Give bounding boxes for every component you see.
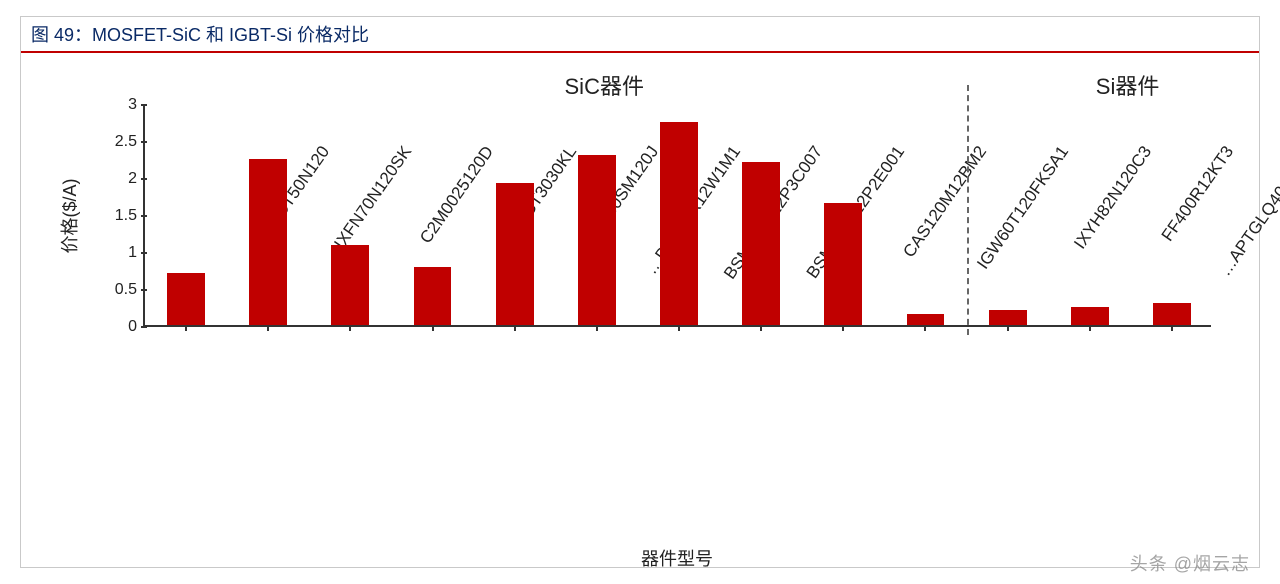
plot-wrap: 价格($/A) 00.511.522.53SCT50N120IXFN70N120… bbox=[51, 77, 1231, 557]
bar bbox=[660, 122, 698, 326]
plot-area: 00.511.522.53SCT50N120IXFN70N120SKC2M002… bbox=[143, 105, 1211, 327]
bar bbox=[578, 155, 616, 325]
y-tick: 2 bbox=[128, 170, 145, 188]
section-label: Si器件 bbox=[1096, 69, 1160, 101]
y-tick: 3 bbox=[128, 96, 145, 114]
figure-title: 图 49：MOSFET-SiC 和 IGBT-Si 价格对比 bbox=[31, 21, 369, 47]
x-axis-label: 器件型号 bbox=[143, 545, 1211, 571]
y-axis-label: 价格($/A) bbox=[56, 178, 82, 253]
y-tick: 0 bbox=[128, 318, 145, 336]
y-tick: 1.5 bbox=[115, 207, 145, 225]
bar bbox=[249, 159, 287, 326]
bar bbox=[742, 162, 780, 325]
y-tick: 0.5 bbox=[115, 281, 145, 299]
section-divider bbox=[967, 85, 969, 335]
section-label: SiC器件 bbox=[565, 69, 644, 101]
y-tick: 1 bbox=[128, 244, 145, 262]
figure-frame: 图 49：MOSFET-SiC 和 IGBT-Si 价格对比 价格($/A) 0… bbox=[20, 16, 1260, 568]
bar bbox=[824, 203, 862, 325]
title-bar: 图 49：MOSFET-SiC 和 IGBT-Si 价格对比 bbox=[21, 17, 1259, 53]
y-tick: 2.5 bbox=[115, 133, 145, 151]
watermark-text: 头条 @烟云志 bbox=[1130, 550, 1250, 576]
bar bbox=[496, 183, 534, 325]
